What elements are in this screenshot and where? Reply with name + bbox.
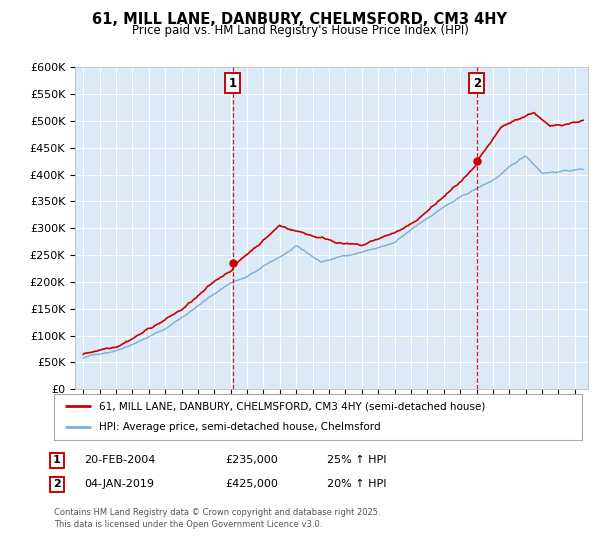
Text: Contains HM Land Registry data © Crown copyright and database right 2025.
This d: Contains HM Land Registry data © Crown c… [54,508,380,529]
Text: 61, MILL LANE, DANBURY, CHELMSFORD, CM3 4HY: 61, MILL LANE, DANBURY, CHELMSFORD, CM3 … [92,12,508,27]
Text: 20-FEB-2004: 20-FEB-2004 [84,455,155,465]
Text: 04-JAN-2019: 04-JAN-2019 [84,479,154,489]
Text: 1: 1 [229,77,237,90]
Text: 20% ↑ HPI: 20% ↑ HPI [327,479,386,489]
Text: 2: 2 [473,77,481,90]
Text: 61, MILL LANE, DANBURY, CHELMSFORD, CM3 4HY (semi-detached house): 61, MILL LANE, DANBURY, CHELMSFORD, CM3 … [99,401,485,411]
Text: 1: 1 [53,455,61,465]
Text: 2: 2 [53,479,61,489]
Text: £425,000: £425,000 [225,479,278,489]
Text: £235,000: £235,000 [225,455,278,465]
Text: Price paid vs. HM Land Registry's House Price Index (HPI): Price paid vs. HM Land Registry's House … [131,24,469,36]
Text: HPI: Average price, semi-detached house, Chelmsford: HPI: Average price, semi-detached house,… [99,422,380,432]
Text: 25% ↑ HPI: 25% ↑ HPI [327,455,386,465]
